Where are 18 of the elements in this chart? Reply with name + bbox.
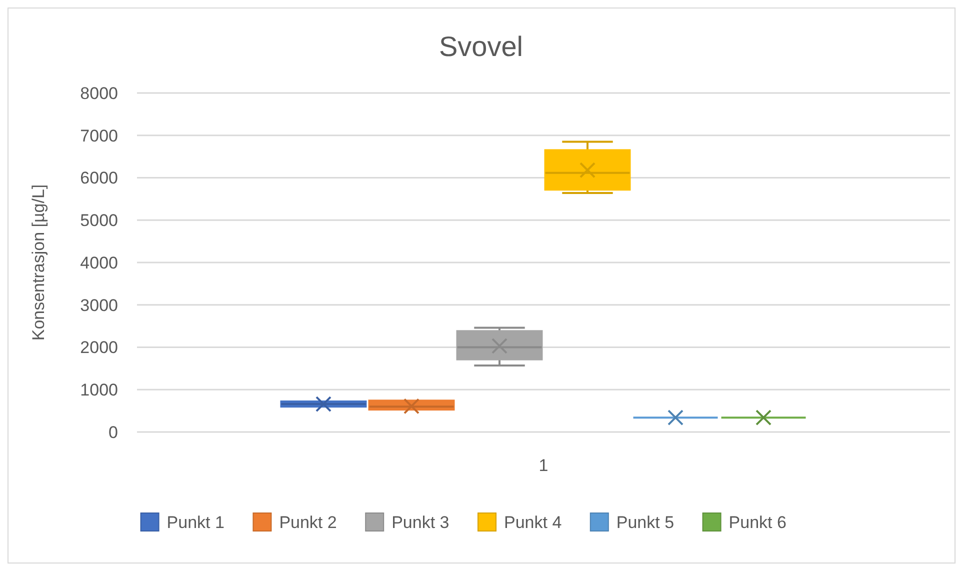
y-tick-label: 7000 xyxy=(80,126,118,146)
legend-label: Punkt 3 xyxy=(392,512,450,532)
x-tick-label: 1 xyxy=(538,456,548,475)
legend-label: Punkt 6 xyxy=(728,512,786,532)
y-tick-label: 6000 xyxy=(80,168,118,188)
legend-label: Punkt 2 xyxy=(279,512,337,532)
y-tick-label: 8000 xyxy=(80,84,118,103)
y-axis-title: Konsentrasjon [µg/L] xyxy=(29,184,48,341)
y-tick-label: 1000 xyxy=(80,380,118,400)
legend-label: Punkt 4 xyxy=(504,512,562,532)
y-tick-label: 5000 xyxy=(80,211,118,230)
legend-label: Punkt 5 xyxy=(616,512,674,532)
y-tick-label: 3000 xyxy=(80,296,118,315)
chart-title: Svovel xyxy=(438,31,524,62)
y-tick-label: 2000 xyxy=(80,338,118,358)
y-tick-label: 4000 xyxy=(80,253,118,272)
y-tick-label: 0 xyxy=(108,422,118,442)
legend-label: Punkt 1 xyxy=(166,512,224,532)
